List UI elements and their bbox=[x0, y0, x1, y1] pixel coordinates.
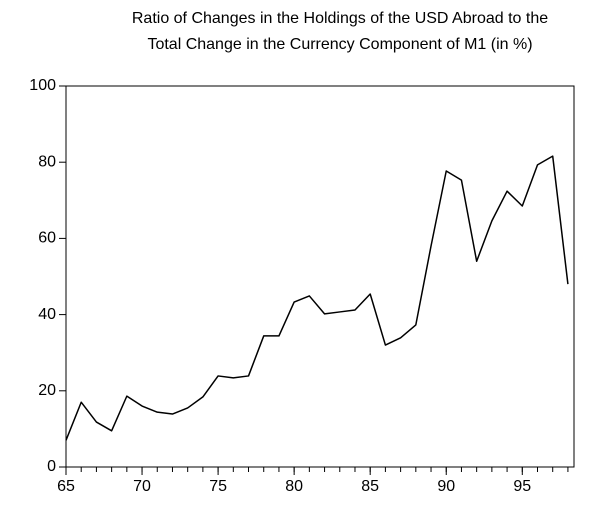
y-tick-label: 60 bbox=[38, 230, 56, 247]
x-tick-label: 75 bbox=[209, 478, 227, 495]
x-tick-label: 85 bbox=[361, 478, 379, 495]
chart-title: Total Change in the Currency Component o… bbox=[147, 36, 532, 53]
y-tick-label: 0 bbox=[47, 458, 56, 475]
y-tick-label: 100 bbox=[29, 77, 56, 94]
x-tick-label: 90 bbox=[437, 478, 455, 495]
x-tick-label: 70 bbox=[133, 478, 151, 495]
y-tick-label: 80 bbox=[38, 153, 56, 170]
plot-frame bbox=[65, 85, 575, 468]
data-line bbox=[65, 155, 569, 441]
y-tick-label: 40 bbox=[38, 306, 56, 323]
chart-title: Ratio of Changes in the Holdings of the … bbox=[132, 10, 548, 27]
x-tick-label: 80 bbox=[285, 478, 303, 495]
y-tick-label: 20 bbox=[38, 382, 56, 399]
x-tick-label: 65 bbox=[57, 478, 75, 495]
x-tick-label: 95 bbox=[513, 478, 531, 495]
